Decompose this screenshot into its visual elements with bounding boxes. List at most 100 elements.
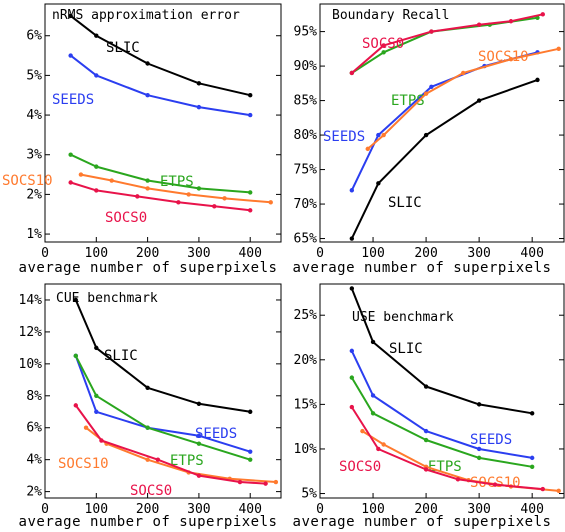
y-tick-label: 95% xyxy=(294,25,318,40)
data-point-socs10 xyxy=(145,457,150,462)
x-tick-label: 300 xyxy=(467,246,490,261)
series-label-slic: SLIC xyxy=(106,40,140,56)
data-point-slic xyxy=(476,98,482,103)
data-point-etps xyxy=(196,186,202,191)
x-axis-label: average number of superpixels xyxy=(293,260,552,276)
x-tick-label: 200 xyxy=(136,502,159,517)
series-label-socs10: SOCS10 xyxy=(58,456,109,472)
chart-title: Boundary Recall xyxy=(332,8,449,23)
data-point-socs10 xyxy=(423,91,429,96)
x-tick-label: 100 xyxy=(85,246,108,261)
series-line-socs0 xyxy=(70,181,251,212)
series-label-seeds: SEEDS xyxy=(195,426,237,442)
data-point-seeds xyxy=(196,433,202,438)
x-tick-label: 400 xyxy=(520,502,543,517)
y-tick-label: 80% xyxy=(294,128,318,143)
data-point-etps xyxy=(476,455,482,461)
series-label-socs10: SOCS10 xyxy=(478,49,529,65)
data-point-socs0 xyxy=(476,22,482,27)
x-tick-label: 0 xyxy=(41,502,49,517)
data-point-slic xyxy=(73,297,78,303)
data-point-socs0 xyxy=(508,19,514,24)
data-point-socs10 xyxy=(145,186,150,191)
data-point-socs0 xyxy=(248,208,253,213)
series-label-slic: SLIC xyxy=(388,195,422,211)
y-tick-label: 20% xyxy=(294,353,318,368)
data-point-socs10 xyxy=(83,425,89,430)
data-point-socs10 xyxy=(273,479,279,485)
data-point-socs0 xyxy=(68,180,73,185)
series-line-socs10 xyxy=(80,173,271,204)
data-point-etps xyxy=(145,178,150,183)
chart-title: nRMS approximation error xyxy=(52,8,240,23)
series-label-slic: SLIC xyxy=(389,341,423,357)
data-point-socs0 xyxy=(381,43,386,48)
data-point-seeds xyxy=(349,188,355,193)
y-tick-label: 10% xyxy=(294,442,318,457)
data-point-slic xyxy=(476,402,482,407)
data-point-seeds xyxy=(376,132,381,138)
y-tick-label: 4% xyxy=(26,108,42,123)
data-point-socs0 xyxy=(212,204,217,209)
data-point-slic xyxy=(376,181,381,186)
y-tick-label: 1% xyxy=(26,227,42,242)
y-tick-label: 2% xyxy=(26,187,42,202)
data-point-socs10 xyxy=(186,192,191,197)
data-point-etps xyxy=(94,393,99,398)
x-axis-label: average number of superpixels xyxy=(19,260,278,276)
data-point-seeds xyxy=(248,449,253,454)
data-point-socs10 xyxy=(268,200,273,205)
data-point-slic xyxy=(68,13,73,19)
series-line-slic xyxy=(350,78,538,240)
data-point-etps xyxy=(196,441,202,446)
y-tick-label: 5% xyxy=(26,68,42,83)
data-point-socs0 xyxy=(155,457,161,462)
x-tick-label: 300 xyxy=(467,502,490,517)
y-tick-label: 5% xyxy=(301,487,317,502)
x-tick-label: 400 xyxy=(520,246,543,261)
data-point-etps xyxy=(68,152,73,157)
data-point-slic xyxy=(94,345,99,351)
data-point-etps xyxy=(248,190,253,195)
series-label-etps: ETPS xyxy=(170,453,204,469)
data-point-socs10 xyxy=(381,442,386,447)
data-point-socs0 xyxy=(423,467,429,472)
data-point-slic xyxy=(196,81,202,86)
data-point-socs10 xyxy=(381,132,386,138)
chart-panel-4: 5% 10% 15% 20% 25% 0 100 200 300 400 USE benchmark… xyxy=(293,283,565,530)
data-point-socs10 xyxy=(78,172,84,177)
series-line-socs0 xyxy=(351,13,544,74)
x-tick-label: 300 xyxy=(187,246,210,261)
data-point-socs0 xyxy=(349,70,355,76)
data-point-etps xyxy=(529,464,535,469)
series-line-slic xyxy=(74,299,251,413)
data-point-socs10 xyxy=(360,428,365,434)
y-tick-label: 65% xyxy=(294,232,318,247)
data-point-seeds xyxy=(370,393,376,398)
y-tick-label: 6% xyxy=(26,421,42,436)
data-point-slic xyxy=(535,77,540,83)
x-tick-label: 400 xyxy=(238,502,261,517)
y-tick-label: 85% xyxy=(294,94,318,109)
data-point-socs10 xyxy=(365,146,370,152)
data-point-seeds xyxy=(94,409,99,414)
series-label-etps: ETPS xyxy=(391,93,425,109)
data-point-etps xyxy=(145,425,150,430)
data-point-seeds xyxy=(145,93,150,98)
data-point-slic xyxy=(349,236,355,241)
data-point-socs10 xyxy=(222,196,227,201)
series-line-slic xyxy=(70,15,251,97)
chart-panel-3: 2% 4% 6% 8% 10% 12% 14% 0 100 200 300 400 CUE benchm… xyxy=(19,283,282,530)
data-point-socs0 xyxy=(455,477,461,482)
data-point-socs0 xyxy=(349,404,355,410)
data-point-seeds xyxy=(349,348,355,354)
x-tick-label: 0 xyxy=(41,246,49,261)
y-tick-label: 75% xyxy=(294,163,318,178)
x-tick-label: 0 xyxy=(316,502,324,517)
data-point-socs0 xyxy=(540,486,545,492)
series-label-socs0: SOCS0 xyxy=(362,36,404,52)
data-point-seeds xyxy=(68,53,73,58)
data-point-etps xyxy=(381,50,386,55)
chart-panel-2: 65% 70% 75% 80% 85% 90% 95% 0 100 200 300 400 Bounda… xyxy=(293,3,565,276)
data-point-seeds xyxy=(423,428,429,434)
